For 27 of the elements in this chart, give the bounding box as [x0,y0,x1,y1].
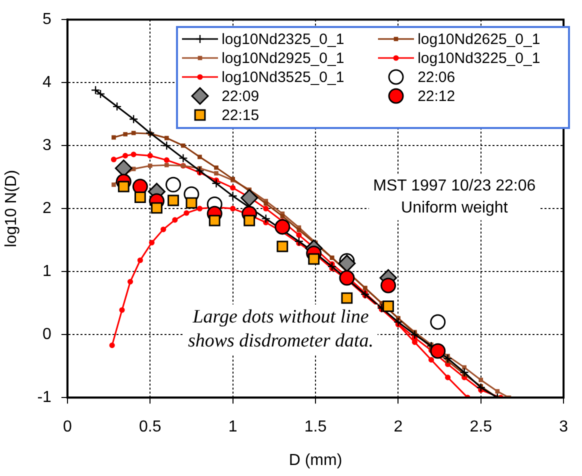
legend-label: 22:09 [222,86,260,106]
legend-label: log10Nd3525_0_1 [222,68,344,87]
y-tick-label: 4 [42,74,52,92]
y-tick-label: 3 [42,137,52,154]
x-tick-label: 1 [228,418,238,436]
legend-label: log10Nd2325_0_1 [222,30,344,49]
y-tick-label: 5 [42,11,52,28]
legend-label: log10Nd2925_0_1 [222,48,344,68]
y-tick-label: 2 [42,200,52,218]
y-tick-label: -1 [37,389,52,406]
x-tick-label: 0.5 [138,418,162,436]
legend-label: 22:15 [222,106,260,125]
y-tick-label: 0 [42,326,52,344]
x-axis-title: D (mm) [288,452,342,469]
annotation: MST 1997 10/23 22:06 Uniform weight [373,178,536,217]
x-tick-label: 1.5 [304,418,327,436]
legend-label: 22:06 [418,68,456,87]
annotation: Large dots without line shows disdrometer data. [188,306,374,352]
legend-label: log10Nd3225_0_1 [418,48,540,68]
y-tick-label: 1 [42,263,52,280]
x-tick-label: 2 [394,418,403,436]
x-tick-label: 3 [559,418,568,436]
y-axis-title: log10 N(D) [3,170,20,248]
x-tick-label: 2.5 [470,418,492,436]
x-tick-label: 0 [62,418,72,436]
legend-label: 22:12 [418,86,456,106]
legend-label: log10Nd2625_0_1 [418,30,540,49]
